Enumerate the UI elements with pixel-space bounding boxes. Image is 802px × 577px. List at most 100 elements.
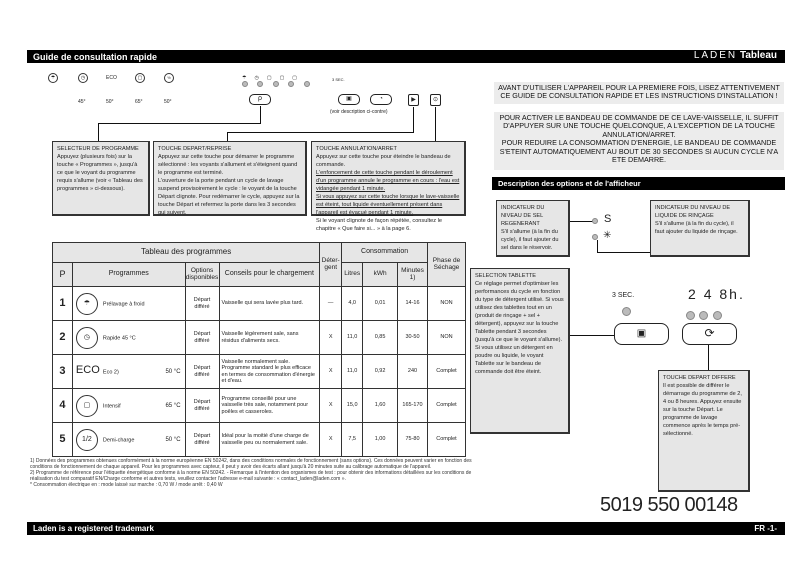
col-detergent: Déter-gent: [319, 242, 343, 287]
program-number: 5: [52, 422, 73, 457]
callout-text: Si vous appuyez sur cette touche lorsque…: [316, 194, 460, 216]
program-sechage: Complet: [426, 422, 467, 457]
table-row: 2 ◷ Rapide 45 °C Départ différé Vaisselle…: [52, 320, 467, 355]
page-title: Guide de consultation rapide: [33, 52, 158, 62]
program-litres: 7,5: [341, 422, 364, 457]
program-litres: 4,0: [341, 286, 364, 321]
footnote: * Consommation électrique en : mode lais…: [30, 482, 223, 488]
program-conseils: Programme conseillé pour une vaisselle t…: [218, 388, 321, 423]
program-conseils: Vaisselle légèrement sale, sans résidus …: [218, 320, 321, 355]
program-conseils: Vaisselle normalement sale. Programme st…: [218, 354, 321, 389]
program-sechage: NON: [426, 320, 467, 355]
program-minutes: 14-16: [397, 286, 428, 321]
col-conseils: Conseils pour le chargement: [218, 262, 321, 287]
tablet-selection-box: SELECTION TABLETTE Ce réglage permet d'o…: [470, 268, 570, 434]
col-sechage: Phase de Séchage: [426, 242, 467, 287]
program-detergent: X: [319, 320, 343, 355]
salt-icon: S: [604, 213, 612, 225]
table-title: Tableau des programmes: [51, 242, 321, 263]
cancel-button[interactable]: ⊙: [430, 94, 441, 106]
temp-label: 65°: [135, 99, 143, 105]
col-programmes: Programmes: [71, 262, 186, 287]
notice-activation: POUR ACTIVER LE BANDEAU DE COMMANDE DE C…: [494, 112, 784, 170]
program-button[interactable]: ρ: [249, 94, 271, 105]
quick-clock-icon: ◷: [78, 73, 88, 83]
options-section-title: Description des options et de l'afficheu…: [492, 177, 785, 190]
notice-first-use: AVANT D'UTILISER L'APPAREIL POUR LA PREM…: [494, 82, 784, 104]
program-temp: 50 °C: [165, 368, 181, 375]
program-kwh: 0,92: [362, 354, 399, 389]
footer-bar: Laden is a registered trademark FR -1-: [27, 522, 785, 535]
program-kwh: 0,85: [362, 320, 399, 355]
quick-clock-icon: ◷: [75, 326, 98, 349]
barcode-number: 5019 550 00148: [600, 494, 738, 516]
delay-leds: [686, 307, 722, 325]
delay-hours-labels: 2 4 8h.: [688, 286, 745, 302]
temp-label: 45°: [78, 99, 86, 105]
col-kwh: kWh: [362, 262, 399, 287]
notice-text: POUR ACTIVER LE BANDEAU DE COMMANDE DE C…: [499, 113, 779, 139]
tablet-button[interactable]: ▣: [338, 94, 360, 105]
indicator-text: Il est possible de différer le démarrage…: [663, 383, 742, 437]
rinse-aid-icon: ✳: [603, 230, 612, 241]
cold-rinse-icon: ☂: [75, 292, 98, 315]
footnotes: 1) Données des programmes obtenues confo…: [30, 458, 485, 488]
salt-led: [592, 218, 598, 224]
delay-button[interactable]: ◔: [370, 94, 392, 105]
program-conseils: Vaisselle qui sera lavée plus tard.: [218, 286, 321, 321]
three-sec-label: 3 SEC.: [612, 292, 635, 299]
callout-title: TOUCHE ANNULATION/ARRET: [316, 146, 397, 152]
hours-8: 8h.: [719, 286, 745, 302]
page-number: FR -1-: [754, 524, 777, 533]
start-button[interactable]: ▶: [408, 94, 419, 106]
col-p: P: [52, 262, 73, 287]
program-options: Départ différé: [184, 388, 220, 423]
program-sechage: Complet: [426, 388, 467, 423]
hours-4: 4: [703, 286, 714, 302]
indicator-title: INDICATEUR DU NIVEAU DE SEL REGENERANT: [501, 205, 545, 227]
delay-start-button-large[interactable]: ⟳: [682, 323, 737, 345]
program-conseils: Idéal pour la moitié d'une charge de vai…: [218, 422, 321, 457]
table-row: 4 ▢ Intensif 65 °C Départ différé Programm…: [52, 388, 467, 423]
program-options: Départ différé: [184, 422, 220, 457]
callout-cancel-button: TOUCHE ANNULATION/ARRET Appuyez sur cett…: [311, 141, 466, 232]
col-consommation: Consommation: [341, 242, 428, 263]
program-name-cell: ◷ Rapide 45 °C: [71, 320, 186, 355]
program-name: Eco 2): [102, 368, 119, 375]
indicator-text: S'il s'allume (à la fin du cycle), il fa…: [655, 221, 738, 235]
col-options: Options disponibles: [184, 262, 220, 287]
program-options: Départ différé: [184, 354, 220, 389]
pot-icon: ▢: [135, 73, 145, 83]
program-kwh: 0,01: [362, 286, 399, 321]
cold-rinse-icon: ☂: [48, 73, 58, 83]
callout-text: L'ouverture de la porte pendant un cycle…: [158, 178, 300, 216]
trademark-text: Laden is a registered trademark: [33, 524, 154, 533]
pot-icon: ▢: [75, 394, 98, 417]
salt-indicator-box: INDICATEUR DU NIVEAU DE SEL REGENERANT S…: [496, 200, 570, 257]
program-name-cell: ECO Eco 2) 50 °C: [71, 354, 186, 389]
callout-text: Appuyez (plusieurs fois) sur la touche «…: [57, 154, 143, 192]
program-name-cell: ☂ Prélavage à froid: [71, 286, 186, 321]
col-litres: Litres: [341, 262, 364, 287]
program-detergent: X: [319, 354, 343, 389]
program-name: Prélavage à froid: [102, 300, 145, 307]
program-number: 1: [52, 286, 73, 321]
indicator-title: TOUCHE DEPART DIFFERE: [663, 375, 736, 381]
program-litres: 11,0: [341, 320, 364, 355]
tablet-button-large[interactable]: ▣: [614, 323, 669, 345]
callout-text: Appuyez sur cette touche pour éteindre l…: [316, 154, 451, 168]
program-detergent: —: [319, 286, 343, 321]
program-name: Intensif: [102, 402, 121, 409]
indicator-text: Ce réglage permet d'optimiser les perfor…: [475, 281, 564, 375]
program-minutes: 30-50: [397, 320, 428, 355]
program-number: 3: [52, 354, 73, 389]
program-litres: 15,0: [341, 388, 364, 423]
temp-label: 50°: [106, 99, 114, 105]
program-detergent: X: [319, 388, 343, 423]
col-minutes: Minutes 1): [397, 262, 428, 287]
hours-2: 2: [688, 286, 698, 302]
brand-logo: LADEN: [693, 50, 738, 61]
rinse-led: [592, 234, 598, 240]
program-minutes: 75-80: [397, 422, 428, 457]
half-load-icon: 1/2: [75, 428, 98, 451]
